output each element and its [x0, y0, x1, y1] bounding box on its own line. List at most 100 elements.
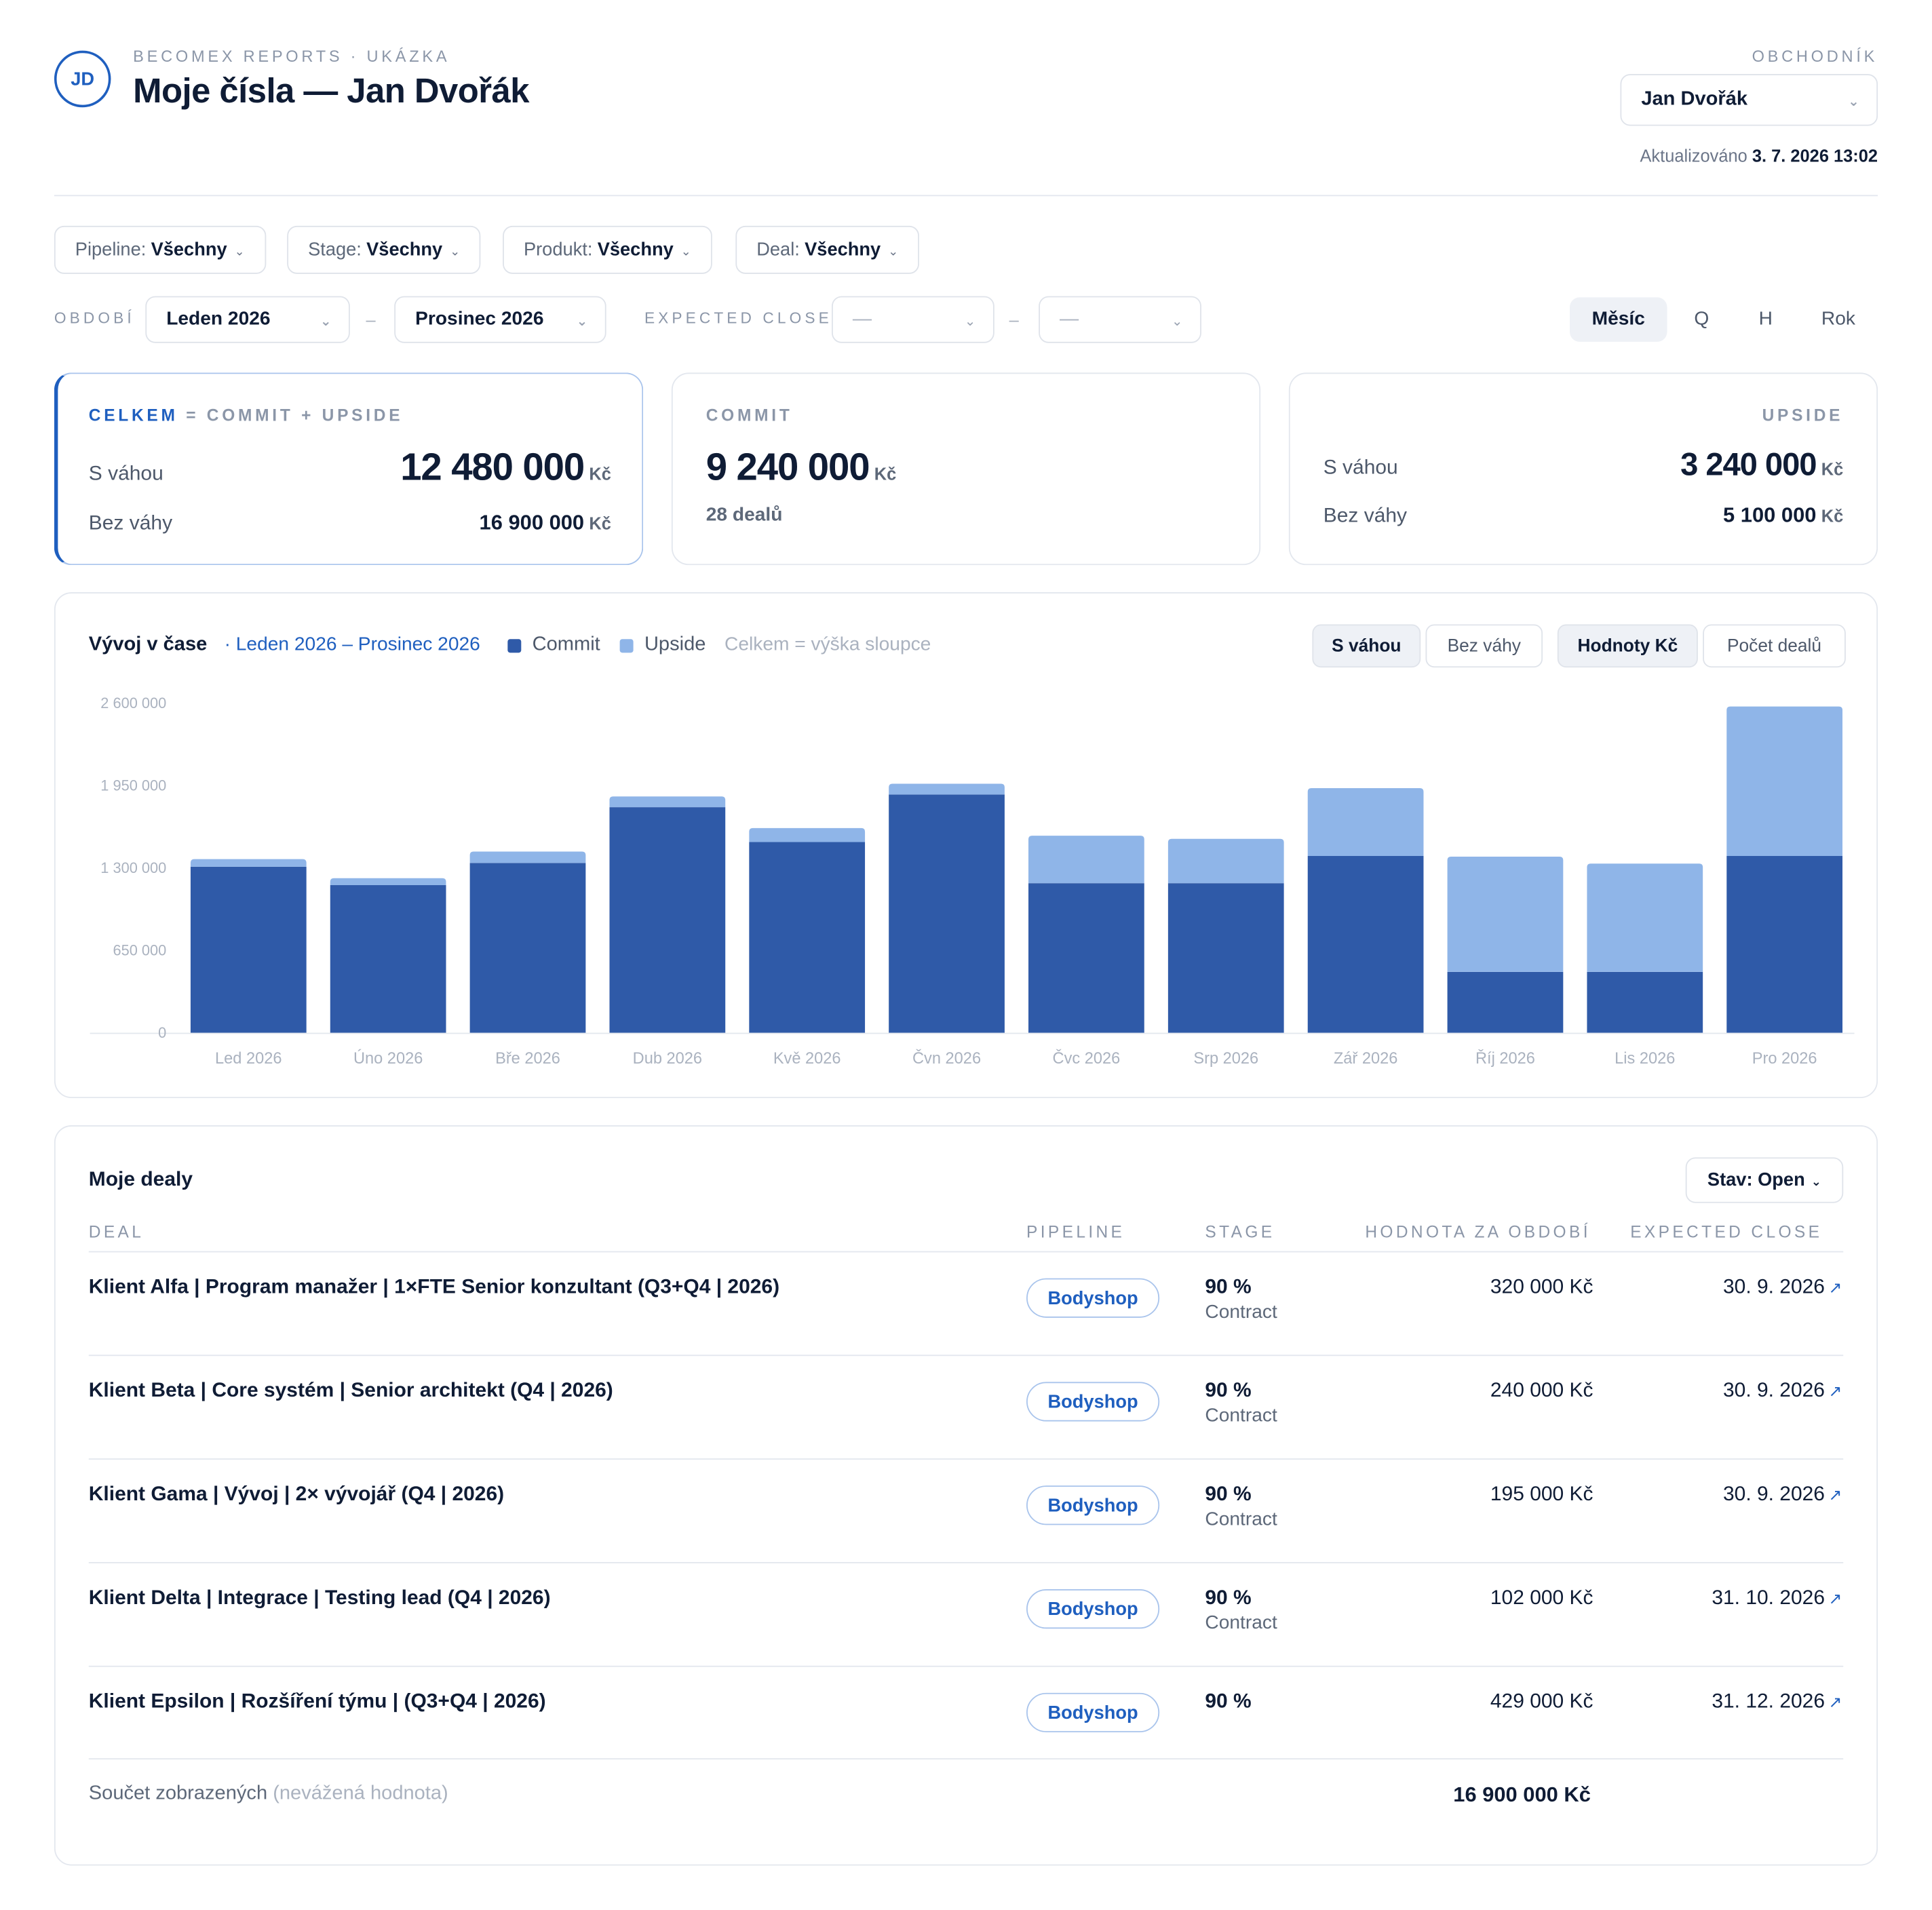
kpi-upside-unweighted-number: 5 100 000: [1723, 503, 1817, 527]
kpi-total-unweighted-value: 16 900 000 Kč: [480, 511, 611, 535]
legend-commit: Commit: [507, 634, 600, 657]
bar-segment-commit: [469, 863, 586, 1033]
table-row[interactable]: Klient Beta | Core systém | Senior archi…: [56, 1354, 1879, 1458]
granularity-quarter[interactable]: Q: [1694, 308, 1709, 330]
kpi-total-weighted-number: 12 480 000: [400, 445, 585, 489]
salesman-select[interactable]: Jan Dvořák ⌄: [1620, 74, 1878, 126]
toggle-weighted[interactable]: S váhou: [1312, 624, 1421, 668]
stage-name: Contract: [1205, 1612, 1277, 1634]
page-title: Moje čísla — Jan Dvořák: [133, 71, 530, 110]
external-link-icon[interactable]: ↗: [1828, 1589, 1842, 1608]
pipeline-badge: Bodyshop: [1026, 1692, 1160, 1733]
table-row[interactable]: Klient Epsilon | Rozšíření týmu | (Q3+Q4…: [56, 1666, 1879, 1770]
kpi-commit-value: 9 240 000 Kč: [706, 446, 896, 490]
row-divider: [88, 1458, 1844, 1460]
expected-close-date: 30. 9. 2026: [1722, 1379, 1825, 1402]
deal-name[interactable]: Klient Gama | Vývoj | 2× vývojář (Q4 | 2…: [88, 1483, 505, 1506]
granularity-half[interactable]: H: [1758, 308, 1773, 330]
table-row[interactable]: Klient Gama | Vývoj | 2× vývojář (Q4 | 2…: [56, 1458, 1879, 1562]
sum-label-note: (nevážená hodnota): [273, 1782, 448, 1804]
deal-name[interactable]: Klient Epsilon | Rozšíření týmu | (Q3+Q4…: [88, 1690, 546, 1713]
bar-segment-commit: [1587, 971, 1703, 1033]
bar-chart: 2 600 000 1 950 000 1 300 000 650 000 0 Led 2…: [90, 695, 1855, 1068]
expected-close-date: 30. 9. 2026: [1722, 1483, 1825, 1506]
toggle-count[interactable]: Počet dealů: [1703, 624, 1846, 668]
bar-segment-upside: [749, 827, 866, 842]
chart-title: Vývoj v čase: [88, 634, 208, 655]
row-divider: [88, 1562, 1844, 1563]
external-link-icon[interactable]: ↗: [1828, 1382, 1842, 1401]
bar-segment-commit: [1028, 883, 1144, 1033]
deal-value: 320 000 Kč: [1490, 1275, 1593, 1298]
x-tick-label: Bře 2026: [495, 1050, 560, 1068]
col-deal: DEAL: [88, 1222, 144, 1242]
stage-percent: 90 %: [1205, 1379, 1252, 1402]
header-divider: [54, 195, 1878, 197]
bar-segment-upside: [1028, 836, 1144, 884]
period-from-select[interactable]: Leden 2026 ⌄: [145, 296, 350, 343]
status-filter-label: Stav: Open: [1707, 1169, 1805, 1191]
legend-upside-label: Upside: [644, 634, 706, 655]
filter-deal-value: Všechny: [805, 239, 881, 260]
table-row[interactable]: Klient Delta | Integrace | Testing lead …: [56, 1562, 1879, 1666]
table-row[interactable]: Klient Alfa | Program manažer | 1×FTE Se…: [56, 1251, 1879, 1355]
legend-commit-swatch: [507, 638, 522, 652]
stage-name: Contract: [1205, 1508, 1277, 1530]
expected-close-to-value: —: [1060, 308, 1079, 330]
chevron-down-icon: ⌄: [1848, 94, 1859, 110]
granularity-month[interactable]: Měsíc: [1570, 297, 1667, 342]
toggle-unweighted[interactable]: Bez váhy: [1425, 624, 1543, 668]
filter-stage[interactable]: Stage: Všechny ⌄: [287, 225, 482, 274]
col-stage: STAGE: [1205, 1222, 1275, 1242]
status-filter-button[interactable]: Stav: Open ⌄: [1685, 1157, 1844, 1203]
header: JD BECOMEX REPORTS · UKÁZKA Moje čísla —…: [54, 44, 1878, 180]
bar-segment-commit: [1167, 883, 1284, 1033]
x-tick-label: Led 2026: [215, 1050, 282, 1068]
x-tick-label: Zář 2026: [1334, 1050, 1397, 1068]
chevron-down-icon: ⌄: [1171, 314, 1183, 330]
expected-close-to-select[interactable]: — ⌄: [1039, 296, 1201, 343]
deal-value: 429 000 Kč: [1490, 1690, 1593, 1713]
deal-name[interactable]: Klient Beta | Core systém | Senior archi…: [88, 1379, 613, 1402]
period-to-value: Prosinec 2026: [415, 308, 544, 330]
pipeline-badge: Bodyshop: [1026, 1382, 1160, 1422]
period-to-select[interactable]: Prosinec 2026 ⌄: [394, 296, 606, 343]
stage-name: Contract: [1205, 1302, 1277, 1323]
chart-range: · Leden 2026 – Prosinec 2026: [224, 634, 480, 655]
expected-close-label: EXPECTED CLOSE: [644, 309, 832, 328]
deal-name[interactable]: Klient Alfa | Program manažer | 1×FTE Se…: [88, 1275, 780, 1298]
period-separator: –: [366, 309, 376, 330]
pipeline-badge: Bodyshop: [1026, 1589, 1160, 1629]
toggle-values[interactable]: Hodnoty Kč: [1557, 624, 1698, 668]
chevron-down-icon: ⌄: [964, 314, 976, 330]
external-link-icon[interactable]: ↗: [1828, 1485, 1842, 1504]
granularity-year[interactable]: Rok: [1821, 308, 1855, 330]
chevron-down-icon: ⌄: [320, 314, 332, 330]
chevron-down-icon: ⌄: [450, 246, 461, 260]
kpi-total-unweighted-number: 16 900 000: [479, 511, 585, 534]
period-label: OBDOBÍ: [54, 309, 135, 328]
x-tick-label: Srp 2026: [1193, 1050, 1258, 1068]
filter-product-value: Všechny: [597, 239, 674, 260]
y-tick-label: 650 000: [113, 941, 166, 958]
avatar[interactable]: JD: [54, 50, 111, 108]
external-link-icon[interactable]: ↗: [1828, 1278, 1842, 1297]
col-expected-close: EXPECTED CLOSE: [1630, 1222, 1823, 1242]
chevron-down-icon: ⌄: [234, 246, 245, 260]
salesman-value: Jan Dvořák: [1641, 88, 1748, 110]
filter-pipeline-label: Pipeline:: [75, 239, 147, 260]
x-tick-label: Úno 2026: [353, 1049, 423, 1068]
filter-product[interactable]: Produkt: Všechny ⌄: [503, 225, 712, 274]
expected-close-from-select[interactable]: — ⌄: [832, 296, 994, 343]
bar-segment-commit: [1307, 856, 1424, 1033]
deal-value: 102 000 Kč: [1490, 1586, 1593, 1610]
filter-pipeline[interactable]: Pipeline: Všechny ⌄: [54, 225, 266, 274]
stage-name: Contract: [1205, 1405, 1277, 1426]
external-link-icon[interactable]: ↗: [1828, 1692, 1842, 1712]
sum-value: 16 900 000 Kč: [1453, 1782, 1591, 1807]
bar-segment-upside: [469, 851, 586, 863]
deal-value: 195 000 Kč: [1490, 1483, 1593, 1506]
kpi-total-card: CELKEM = COMMIT + UPSIDE S váhou 12 480 …: [54, 372, 644, 566]
deal-name[interactable]: Klient Delta | Integrace | Testing lead …: [88, 1586, 551, 1610]
filter-deal[interactable]: Deal: Všechny ⌄: [735, 225, 920, 274]
